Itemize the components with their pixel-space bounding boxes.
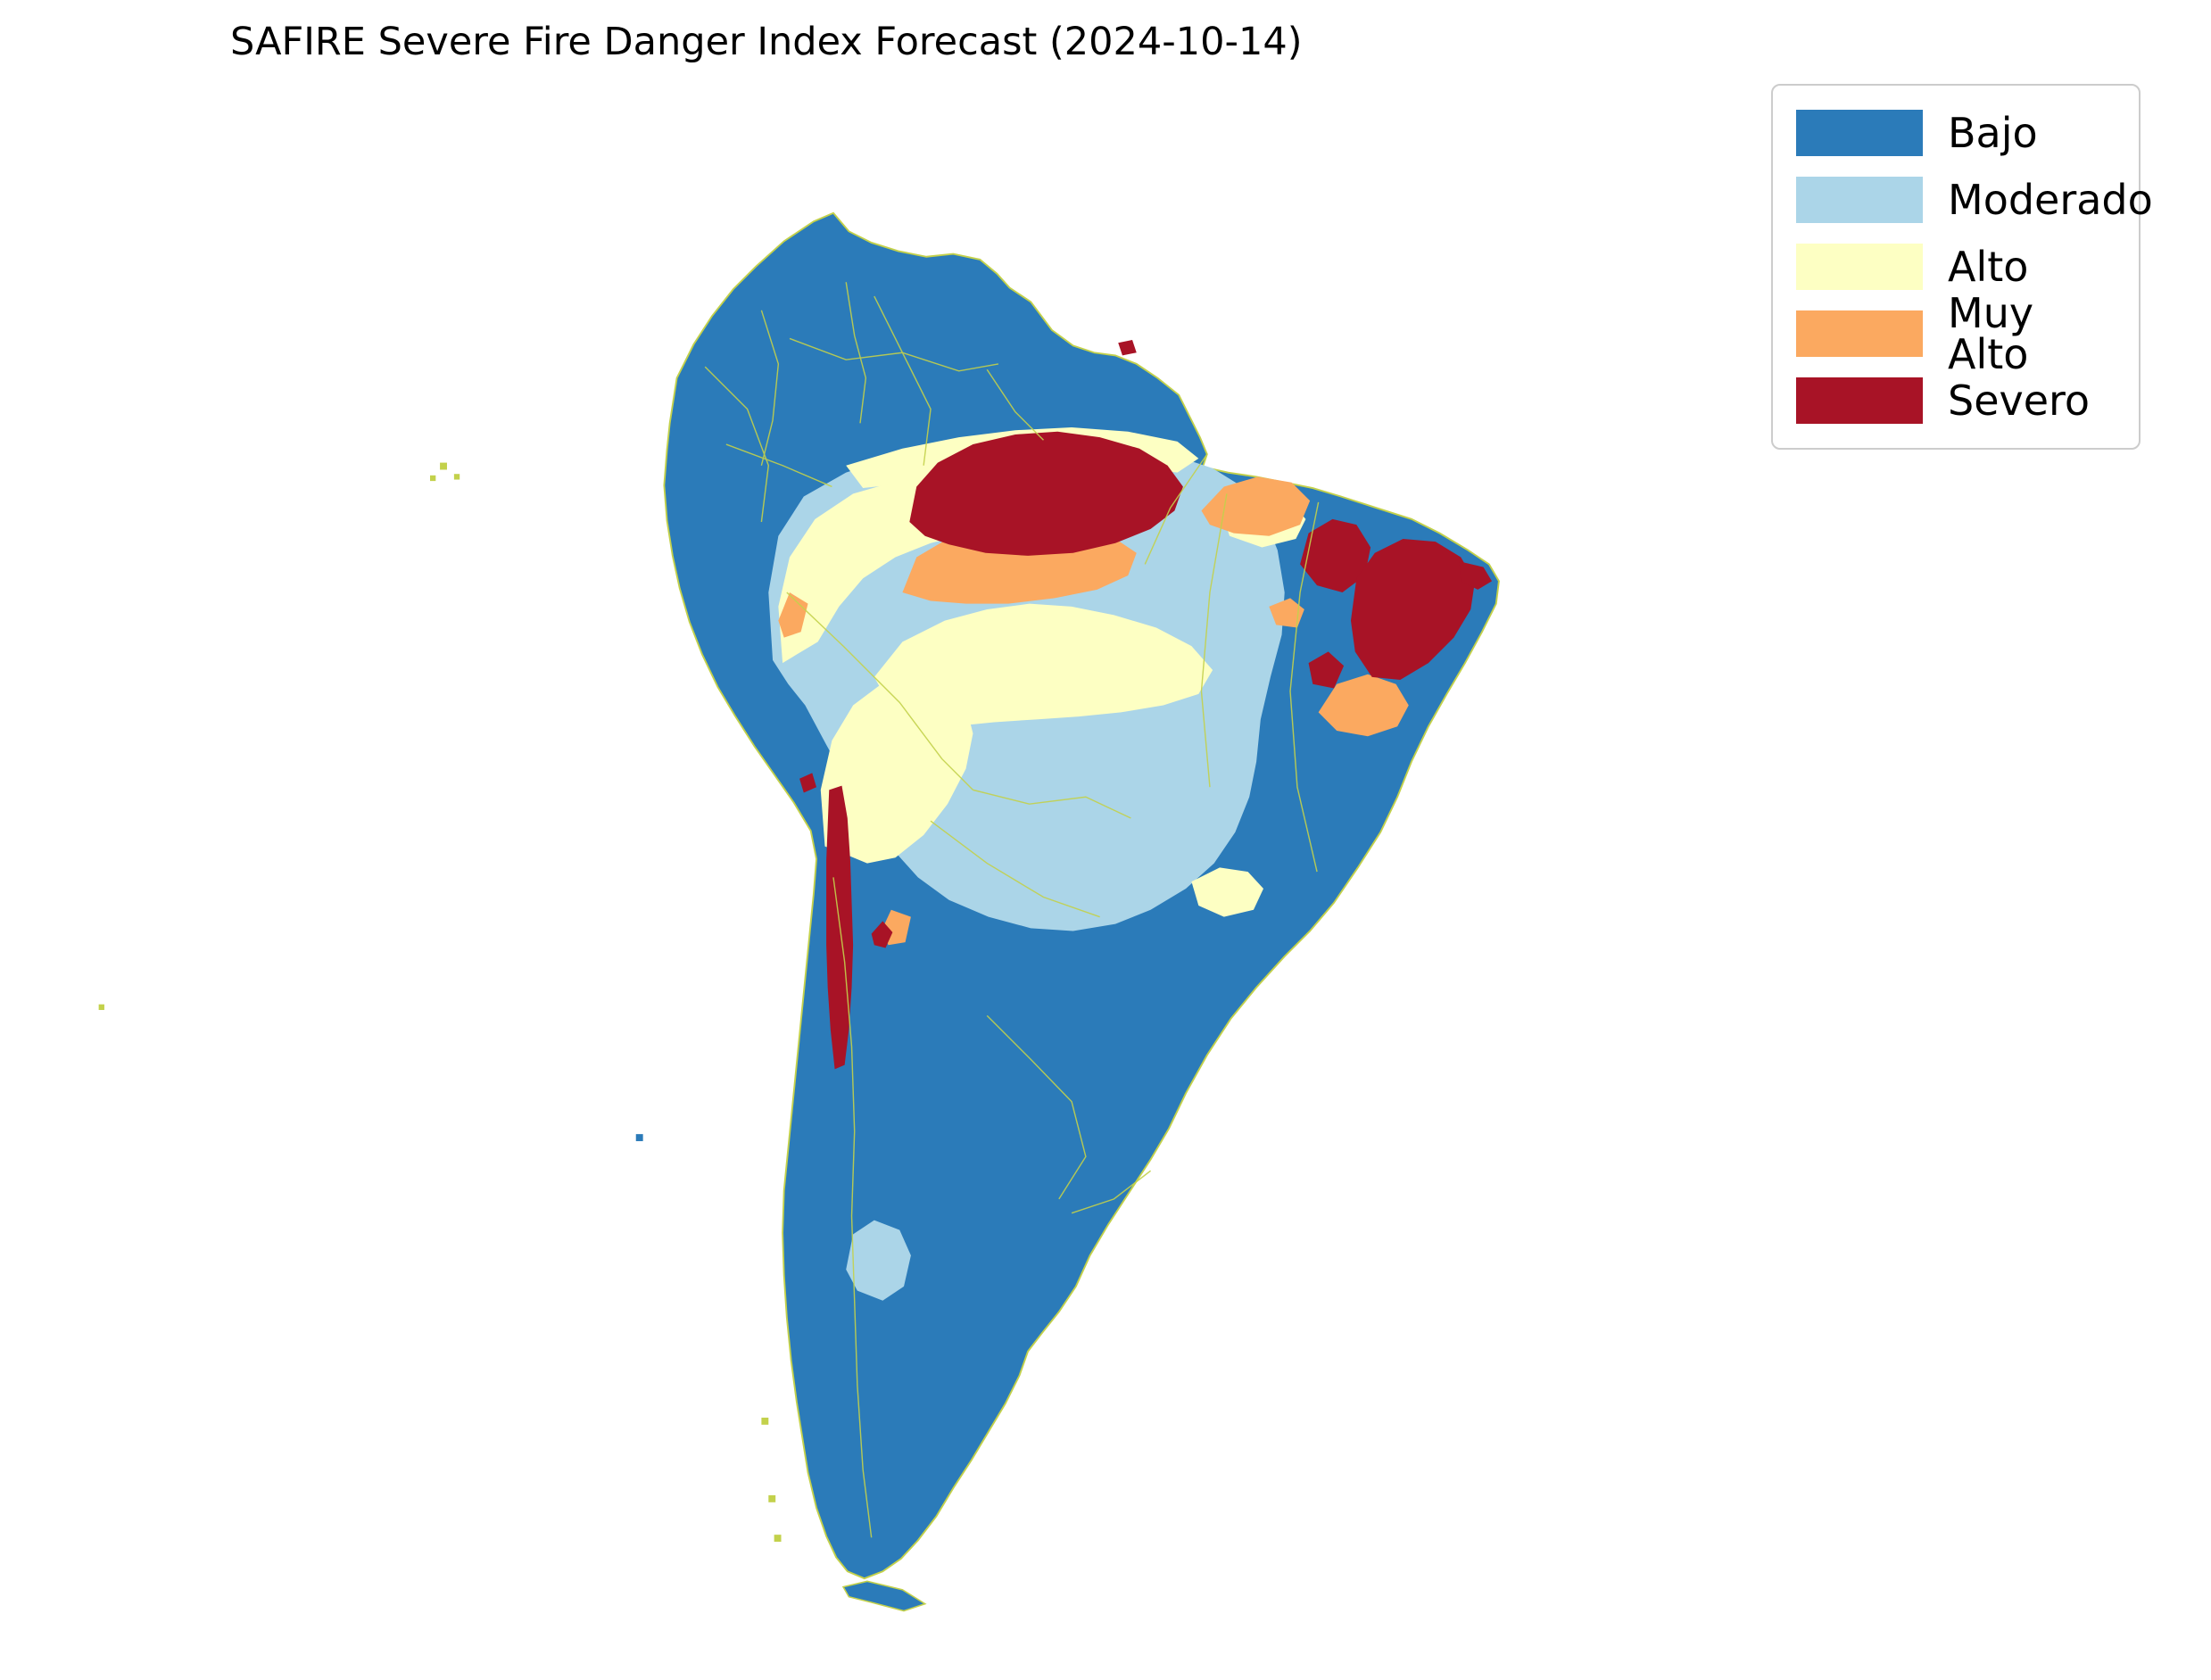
region-muyalto-para	[1201, 476, 1311, 536]
legend: Bajo Moderado Alto Muy Alto Severo	[1771, 84, 2153, 450]
legend-item-bajo: Bajo	[1796, 105, 2116, 161]
legend-item-alto: Alto	[1796, 239, 2116, 294]
island-speck-coast	[635, 1134, 643, 1142]
region-severo-north-speck	[1118, 340, 1137, 356]
region-severo-ne-small	[1308, 651, 1345, 689]
region-severo-ne-lobe1	[1300, 518, 1371, 593]
island-speck-chile-2	[761, 1417, 769, 1425]
island-tierra-del-fuego	[841, 1580, 927, 1612]
region-alto-southeast	[1191, 867, 1263, 917]
island-speck-galapagos-1	[440, 462, 447, 470]
map-title: SAFIRE Severe Fire Danger Index Forecast…	[230, 20, 1303, 64]
region-muyalto-northeast	[1318, 674, 1409, 737]
region-severo-ne-lobe2	[1350, 538, 1476, 681]
legend-swatch-alto	[1796, 244, 1923, 290]
small-islands	[98, 462, 782, 1543]
legend-label-severo: Severo	[1948, 377, 2091, 425]
island-speck-chile-1	[768, 1494, 776, 1502]
legend-swatch-rect	[1796, 110, 1923, 156]
legend-swatch-muy-alto	[1796, 310, 1923, 357]
legend-swatch-moderado	[1796, 177, 1923, 223]
legend-label-muy-alto: Muy Alto	[1948, 289, 2034, 378]
legend-item-muy-alto: Muy Alto	[1796, 293, 2116, 375]
legend-label-bajo: Bajo	[1948, 109, 2038, 157]
island-speck-galapagos-2	[453, 474, 460, 480]
legend-swatch-rect	[1796, 177, 1923, 223]
region-muyalto-east-spot	[1269, 598, 1304, 628]
legend-swatch-severo	[1796, 377, 1923, 424]
island-speck-chile-3	[774, 1535, 782, 1543]
legend-label-alto: Alto	[1948, 243, 2029, 291]
legend-swatch-bajo	[1796, 110, 1923, 156]
legend-swatch-rect	[1796, 377, 1923, 424]
island-speck-galapagos-3	[430, 475, 436, 482]
legend-swatch-rect	[1796, 244, 1923, 290]
region-severo-coast-ext	[1459, 561, 1493, 590]
region-moderado-argentina	[846, 1220, 911, 1301]
region-alto-south	[820, 674, 973, 864]
legend-item-severo: Severo	[1796, 373, 2116, 428]
region-severo-peru-spot	[799, 773, 817, 793]
region-muyalto-west-spot	[778, 592, 808, 638]
legend-label-moderado: Moderado	[1948, 176, 2153, 224]
admin-boundaries	[704, 282, 1320, 1538]
region-alto-central	[874, 603, 1213, 727]
island-speck-pacific	[98, 1004, 104, 1011]
region-severo-andes-spot	[871, 921, 893, 948]
legend-item-moderado: Moderado	[1796, 172, 2153, 228]
legend-swatch-rect	[1796, 310, 1923, 357]
region-severo-amazon	[909, 431, 1183, 556]
